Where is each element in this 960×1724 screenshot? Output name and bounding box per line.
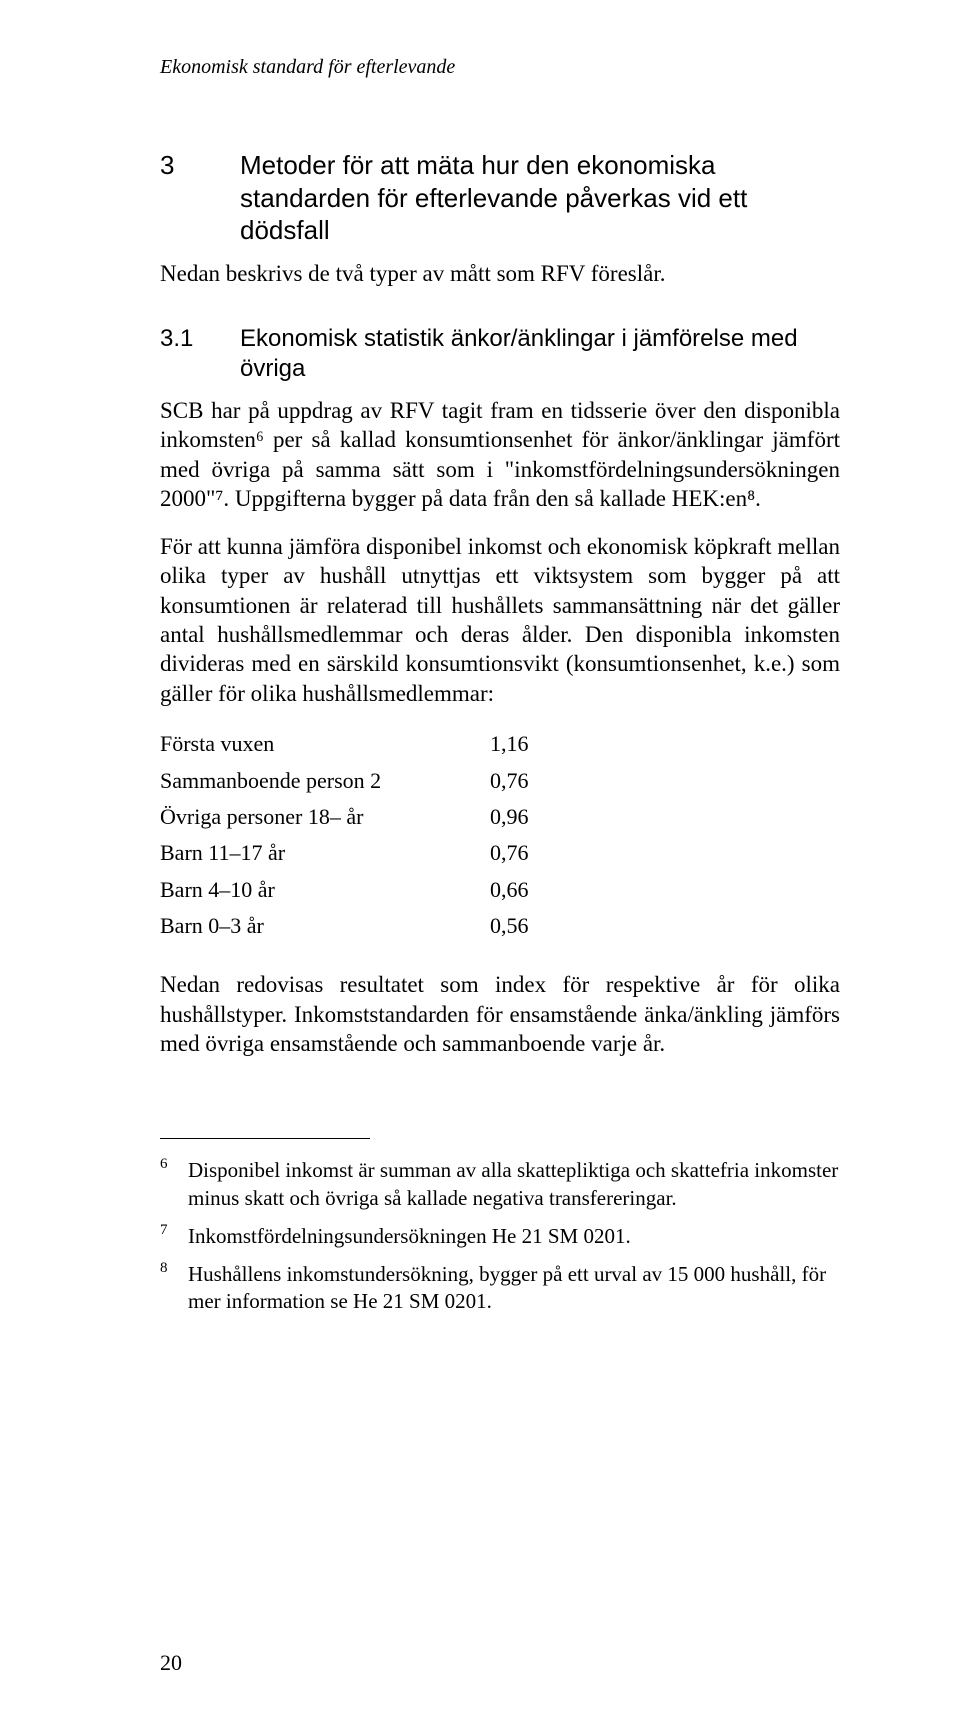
weight-value: 1,16 bbox=[490, 726, 529, 762]
subsection-title: Ekonomisk statistik änkor/änklingar i jä… bbox=[240, 324, 840, 384]
body-paragraph-2: För att kunna jämföra disponibel inkomst… bbox=[160, 532, 840, 709]
footnote-number: 7 bbox=[160, 1221, 188, 1249]
subsection-number: 3.1 bbox=[160, 324, 192, 354]
footnote-text: Disponibel inkomst är summan av alla ska… bbox=[188, 1157, 840, 1212]
footnote-number: 8 bbox=[160, 1259, 188, 1314]
weight-value: 0,76 bbox=[490, 763, 529, 799]
weight-label: Barn 0–3 år bbox=[160, 908, 490, 944]
document-page: Ekonomisk standard för efterlevande 3 Me… bbox=[0, 0, 960, 1724]
weight-label: Barn 11–17 år bbox=[160, 835, 490, 871]
body-paragraph-3: Nedan redovisas resultatet som index för… bbox=[160, 970, 840, 1058]
footnote-text: Hushållens inkomstundersökning, bygger p… bbox=[188, 1261, 840, 1316]
table-row: Barn 4–10 år 0,66 bbox=[160, 872, 840, 908]
weight-value: 0,56 bbox=[490, 908, 529, 944]
intro-paragraph: Nedan beskrivs de två typer av mått som … bbox=[160, 259, 840, 288]
section-title: Metoder för att mäta hur den ekonomiska … bbox=[240, 149, 840, 247]
table-row: Barn 0–3 år 0,56 bbox=[160, 908, 840, 944]
weight-value: 0,66 bbox=[490, 872, 529, 908]
weight-value: 0,76 bbox=[490, 835, 529, 871]
footnote: 6 Disponibel inkomst är summan av alla s… bbox=[160, 1157, 840, 1212]
footnote-number: 6 bbox=[160, 1155, 188, 1210]
weight-label: Barn 4–10 år bbox=[160, 872, 490, 908]
weight-label: Första vuxen bbox=[160, 726, 490, 762]
consumption-weights-table: Första vuxen 1,16 Sammanboende person 2 … bbox=[160, 726, 840, 944]
footnote-text: Inkomstfördelningsundersökningen He 21 S… bbox=[188, 1223, 840, 1251]
section-heading: 3 Metoder för att mäta hur den ekonomisk… bbox=[160, 149, 840, 247]
page-number: 20 bbox=[160, 1650, 182, 1676]
footnote: 7 Inkomstfördelningsundersökningen He 21… bbox=[160, 1223, 840, 1251]
table-row: Barn 11–17 år 0,76 bbox=[160, 835, 840, 871]
weight-label: Övriga personer 18– år bbox=[160, 799, 490, 835]
weight-label: Sammanboende person 2 bbox=[160, 763, 490, 799]
footnote-separator bbox=[160, 1138, 370, 1139]
running-head: Ekonomisk standard för efterlevande bbox=[160, 56, 840, 79]
table-row: Sammanboende person 2 0,76 bbox=[160, 763, 840, 799]
table-row: Övriga personer 18– år 0,96 bbox=[160, 799, 840, 835]
weight-value: 0,96 bbox=[490, 799, 529, 835]
footnote: 8 Hushållens inkomstundersökning, bygger… bbox=[160, 1261, 840, 1316]
body-paragraph-1: SCB har på uppdrag av RFV tagit fram en … bbox=[160, 396, 840, 514]
table-row: Första vuxen 1,16 bbox=[160, 726, 840, 762]
section-number: 3 bbox=[160, 149, 192, 182]
subsection-heading: 3.1 Ekonomisk statistik änkor/änklingar … bbox=[160, 324, 840, 384]
